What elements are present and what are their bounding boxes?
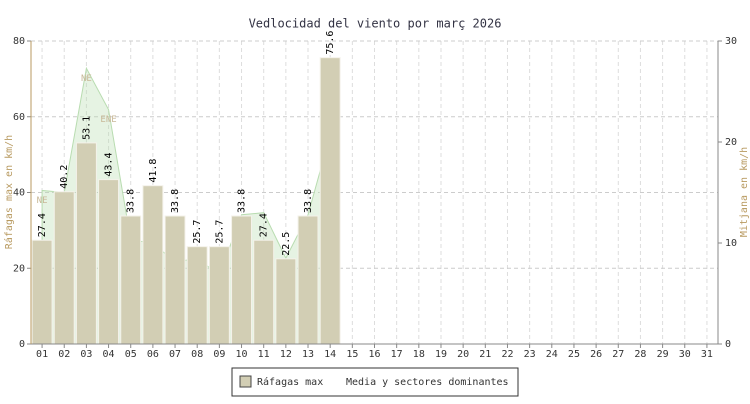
x-tick-label: 03 bbox=[80, 349, 92, 360]
value-label: 53.1 bbox=[81, 116, 92, 140]
x-tick-label: 29 bbox=[657, 349, 669, 360]
direction-label: NE bbox=[81, 74, 92, 84]
y-tick-label: 80 bbox=[13, 36, 25, 47]
x-tick-label: 27 bbox=[612, 349, 624, 360]
direction-label: NE bbox=[37, 196, 48, 206]
value-label: 75.6 bbox=[325, 31, 336, 55]
value-label: 33.8 bbox=[303, 189, 314, 213]
value-label: 43.4 bbox=[104, 153, 115, 177]
bar bbox=[53, 191, 75, 345]
bar bbox=[164, 215, 186, 345]
value-label: 27.4 bbox=[37, 213, 48, 237]
bar bbox=[319, 57, 341, 345]
x-tick-label: 01 bbox=[36, 349, 48, 360]
x-tick-label: 21 bbox=[479, 349, 491, 360]
x-tick-label: 16 bbox=[368, 349, 380, 360]
bar bbox=[120, 215, 142, 345]
legend-swatch bbox=[239, 375, 252, 388]
bar bbox=[208, 246, 230, 345]
value-label: 27.4 bbox=[259, 213, 270, 237]
x-tick-label: 10 bbox=[236, 349, 248, 360]
direction-label: ENE bbox=[100, 115, 116, 125]
y-tick-label: 20 bbox=[13, 263, 25, 274]
legend-box bbox=[231, 367, 519, 397]
y2-tick-label: 20 bbox=[725, 137, 737, 148]
x-tick-label: 14 bbox=[324, 349, 336, 360]
bar bbox=[31, 239, 53, 345]
x-tick-label: 06 bbox=[147, 349, 159, 360]
x-tick-label: 31 bbox=[701, 349, 713, 360]
bar bbox=[275, 258, 297, 345]
x-tick-label: 09 bbox=[213, 349, 225, 360]
y2-tick-label: 0 bbox=[725, 339, 731, 350]
x-tick-label: 20 bbox=[457, 349, 469, 360]
chart-title: Vedlocidad del viento por març 2026 bbox=[249, 17, 502, 31]
value-label: 25.7 bbox=[214, 220, 225, 244]
y2-tick-label: 30 bbox=[725, 36, 737, 47]
x-tick-label: 13 bbox=[302, 349, 314, 360]
y-tick-label: 0 bbox=[19, 339, 25, 350]
bar bbox=[75, 142, 97, 345]
y-tick-label: 60 bbox=[13, 112, 25, 123]
y-tick-label: 40 bbox=[13, 188, 25, 199]
value-label: 40.2 bbox=[59, 165, 70, 189]
x-tick-label: 23 bbox=[524, 349, 536, 360]
bar bbox=[186, 246, 208, 345]
bar bbox=[98, 179, 120, 345]
legend-label: Ráfagas max bbox=[257, 376, 323, 388]
value-label: 41.8 bbox=[148, 159, 159, 183]
x-tick-label: 26 bbox=[590, 349, 602, 360]
value-label: 22.5 bbox=[281, 232, 292, 256]
x-tick-label: 25 bbox=[568, 349, 580, 360]
x-tick-label: 19 bbox=[435, 349, 447, 360]
bar bbox=[231, 215, 253, 345]
x-tick-label: 30 bbox=[679, 349, 691, 360]
x-tick-label: 24 bbox=[546, 349, 558, 360]
legend-label: Media y sectores dominantes bbox=[346, 377, 509, 388]
y2-tick-label: 10 bbox=[725, 238, 737, 249]
value-label: 33.8 bbox=[126, 189, 137, 213]
x-tick-label: 12 bbox=[280, 349, 292, 360]
x-tick-label: 22 bbox=[501, 349, 513, 360]
y-axis-label: Ráfagas max en km/h bbox=[3, 135, 15, 249]
bar bbox=[297, 215, 319, 345]
bar bbox=[253, 239, 275, 345]
value-label: 33.8 bbox=[237, 189, 248, 213]
x-tick-label: 07 bbox=[169, 349, 181, 360]
value-label: 25.7 bbox=[192, 220, 203, 244]
x-tick-label: 11 bbox=[258, 349, 270, 360]
x-tick-label: 04 bbox=[103, 349, 115, 360]
x-tick-label: 02 bbox=[58, 349, 70, 360]
x-tick-label: 28 bbox=[634, 349, 646, 360]
x-tick-label: 05 bbox=[125, 349, 137, 360]
x-tick-label: 18 bbox=[413, 349, 425, 360]
x-tick-label: 15 bbox=[346, 349, 358, 360]
x-tick-label: 08 bbox=[191, 349, 203, 360]
bar bbox=[142, 185, 164, 345]
x-tick-label: 17 bbox=[391, 349, 403, 360]
value-label: 33.8 bbox=[170, 189, 181, 213]
y2-axis-label: Mitjana en km/h bbox=[739, 147, 750, 237]
